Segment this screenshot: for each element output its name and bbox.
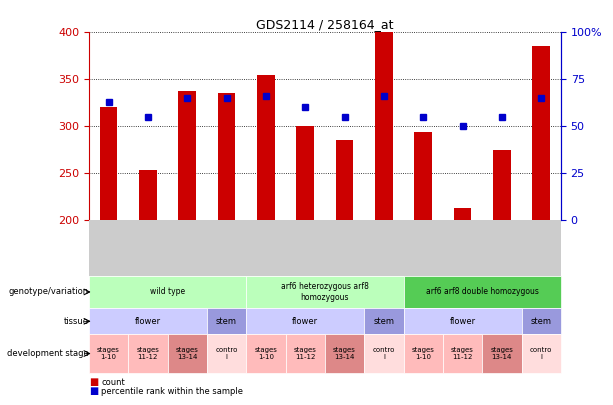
Bar — [207, 335, 246, 373]
Text: stem: stem — [531, 317, 552, 326]
Bar — [218, 94, 235, 220]
Text: tissue: tissue — [64, 317, 89, 326]
Bar — [532, 47, 550, 220]
Text: stages
1-10: stages 1-10 — [412, 347, 435, 360]
Bar — [246, 335, 286, 373]
Bar — [403, 335, 443, 373]
Bar — [403, 276, 561, 308]
Bar — [257, 75, 275, 220]
Text: arf6 heterozygous arf8
homozygous: arf6 heterozygous arf8 homozygous — [281, 282, 369, 302]
Bar — [482, 335, 522, 373]
Bar — [414, 132, 432, 220]
Bar — [100, 107, 118, 220]
Bar — [246, 308, 364, 335]
Bar — [443, 335, 482, 373]
Bar — [493, 150, 511, 220]
Bar — [89, 308, 207, 335]
Bar — [403, 308, 522, 335]
Text: stages
1-10: stages 1-10 — [97, 347, 120, 360]
Text: flower: flower — [449, 317, 476, 326]
Bar — [522, 335, 561, 373]
Bar — [246, 276, 403, 308]
Bar — [178, 91, 196, 220]
Text: stages
11-12: stages 11-12 — [451, 347, 474, 360]
Bar — [375, 32, 393, 220]
Text: arf6 arf8 double homozygous: arf6 arf8 double homozygous — [426, 288, 539, 296]
Bar — [336, 140, 354, 220]
Text: stages
1-10: stages 1-10 — [254, 347, 277, 360]
Text: stages
13-14: stages 13-14 — [176, 347, 199, 360]
Text: stem: stem — [216, 317, 237, 326]
Text: stages
13-14: stages 13-14 — [490, 347, 513, 360]
Text: wild type: wild type — [150, 288, 185, 296]
Bar — [167, 335, 207, 373]
Title: GDS2114 / 258164_at: GDS2114 / 258164_at — [256, 18, 394, 31]
Bar — [89, 276, 246, 308]
Bar — [454, 208, 471, 220]
Text: ■: ■ — [89, 386, 98, 396]
Text: ■: ■ — [89, 377, 98, 387]
Bar — [207, 308, 246, 335]
Bar — [128, 335, 167, 373]
Bar — [522, 308, 561, 335]
Bar — [286, 335, 325, 373]
Text: contro
l: contro l — [215, 347, 238, 360]
Bar — [89, 335, 128, 373]
Text: flower: flower — [292, 317, 318, 326]
Text: stages
11-12: stages 11-12 — [294, 347, 317, 360]
Text: development stage: development stage — [7, 349, 89, 358]
Text: genotype/variation: genotype/variation — [9, 288, 89, 296]
Bar — [364, 335, 403, 373]
Bar — [296, 126, 314, 220]
Text: percentile rank within the sample: percentile rank within the sample — [101, 387, 243, 396]
Text: flower: flower — [135, 317, 161, 326]
Text: contro
l: contro l — [530, 347, 552, 360]
Text: stages
11-12: stages 11-12 — [137, 347, 159, 360]
Bar — [139, 171, 157, 220]
Text: contro
l: contro l — [373, 347, 395, 360]
Text: count: count — [101, 378, 125, 387]
Bar — [325, 335, 364, 373]
Text: stages
13-14: stages 13-14 — [333, 347, 356, 360]
Bar — [364, 308, 403, 335]
Text: stem: stem — [373, 317, 394, 326]
